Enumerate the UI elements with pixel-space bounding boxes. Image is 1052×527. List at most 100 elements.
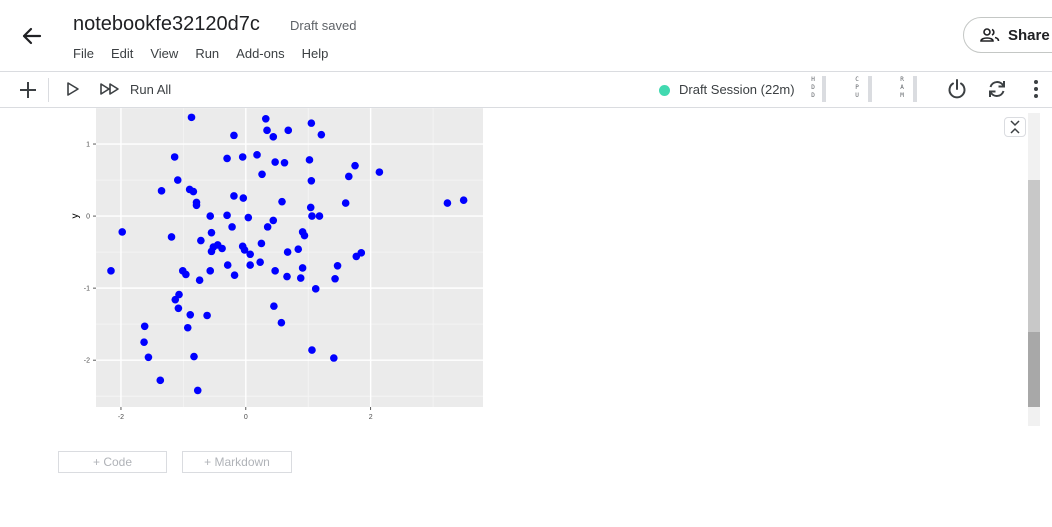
scatter-point <box>171 295 180 304</box>
scatter-point <box>315 212 324 220</box>
scatter-point <box>228 223 236 231</box>
add-markdown-cell-button[interactable]: + Markdown <box>182 451 292 473</box>
run-all-button[interactable] <box>99 80 121 103</box>
x-tick-label: 2 <box>369 414 373 421</box>
scatter-point <box>203 311 211 320</box>
draft-status: Draft saved <box>290 18 357 33</box>
scatter-point <box>218 244 226 253</box>
menu-edit[interactable]: Edit <box>110 46 134 61</box>
collapse-output-button[interactable] <box>1004 117 1026 137</box>
output-scrollbar-thumb-active[interactable] <box>1028 332 1040 407</box>
scatter-point <box>306 203 315 212</box>
menu-add-ons[interactable]: Add-ons <box>236 46 285 61</box>
scatter-point <box>261 115 270 123</box>
scatter-point <box>443 199 452 207</box>
scatter-point <box>189 187 198 196</box>
scatter-point <box>311 285 320 293</box>
scatter-point <box>206 212 215 220</box>
y-tick-label: 0 <box>86 214 90 221</box>
scatter-point <box>296 274 305 282</box>
session-status-dot <box>659 85 670 96</box>
scatter-point <box>308 346 316 354</box>
scatter-point <box>283 272 291 281</box>
ram-meter-label: R A M <box>900 76 904 99</box>
scatter-point <box>144 353 153 362</box>
scatter-point <box>140 338 148 346</box>
scatter-point <box>195 276 204 284</box>
ram-meter-bar <box>913 76 917 102</box>
menu-file[interactable]: File <box>73 46 94 61</box>
notebook-title[interactable]: notebookfe32120d7c <box>73 13 260 35</box>
people-icon <box>980 28 1000 42</box>
scatter-point <box>344 172 353 181</box>
scatter-point <box>187 113 196 122</box>
scatter-point <box>317 130 326 139</box>
scatter-point <box>269 133 278 141</box>
menu-help[interactable]: Help <box>301 46 329 61</box>
scatter-point <box>294 245 303 254</box>
fast-forward-icon <box>100 83 119 95</box>
scatter-point <box>223 154 231 163</box>
scatter-point <box>459 196 468 205</box>
scatter-point <box>190 352 198 361</box>
scatter-point <box>277 318 286 327</box>
add-cell-button[interactable] <box>18 80 38 105</box>
scatter-point <box>256 258 264 266</box>
scatter-point <box>375 168 384 176</box>
y-axis-ticks: 1 0 -1 -2 <box>84 142 96 365</box>
menu-view[interactable]: View <box>150 46 179 61</box>
scatter-point <box>230 192 238 200</box>
scatter-point <box>307 176 316 185</box>
arrow-left-icon <box>22 27 42 45</box>
run-cell-button[interactable] <box>66 80 80 103</box>
scatter-point <box>182 270 190 279</box>
restart-button[interactable] <box>986 78 1008 105</box>
scatter-point <box>240 246 249 254</box>
scatter-point <box>331 274 339 283</box>
scatter-point <box>263 126 271 135</box>
notebook-toolbar: Run All Draft Session (22m) H D D C P U … <box>0 72 1052 108</box>
cpu-meter-bar <box>868 76 872 102</box>
back-button[interactable] <box>14 20 50 52</box>
scatter-point <box>330 354 338 362</box>
scatter-point <box>157 187 166 195</box>
notebook-header: notebookfe32120d7c Draft saved File Edit… <box>0 0 1052 72</box>
scatter-point <box>333 261 342 270</box>
scatter-point <box>280 158 289 167</box>
x-axis-ticks: -2 0 2 <box>118 407 373 421</box>
run-all-label[interactable]: Run All <box>130 82 172 97</box>
scatter-point <box>167 233 176 241</box>
scatter-point <box>263 223 272 231</box>
scatter-point <box>197 236 205 245</box>
scatter-point <box>223 211 231 220</box>
x-tick-label: -2 <box>118 414 124 421</box>
scatter-point <box>307 119 316 127</box>
play-icon <box>67 82 79 96</box>
menu-bar: File Edit View Run Add-ons Help <box>73 46 345 61</box>
add-code-cell-button[interactable]: + Code <box>58 451 167 473</box>
scatter-point <box>107 267 115 275</box>
scatter-point <box>269 216 278 225</box>
scatter-point <box>244 213 253 222</box>
scatter-point <box>173 176 182 184</box>
more-options-button[interactable] <box>1031 79 1041 104</box>
output-scrollbar-thumb[interactable] <box>1028 180 1040 332</box>
y-tick-label: -2 <box>84 358 90 365</box>
power-button[interactable] <box>946 78 968 105</box>
menu-run[interactable]: Run <box>195 46 220 61</box>
scatter-point <box>230 131 238 140</box>
scatter-point <box>156 376 165 385</box>
scatter-point <box>238 153 247 161</box>
plot-panel <box>96 108 483 407</box>
scatter-point <box>253 151 261 159</box>
scatter-point <box>283 248 292 256</box>
scatter-point <box>170 153 179 161</box>
scatter-point <box>352 252 361 261</box>
share-button[interactable]: Share <box>963 17 1052 53</box>
session-label[interactable]: Draft Session (22m) <box>679 82 795 97</box>
scatter-point <box>308 212 316 220</box>
scatter-point <box>207 247 216 256</box>
scatter-point <box>300 231 309 240</box>
scatter-point <box>186 310 195 319</box>
plus-icon <box>20 82 36 98</box>
